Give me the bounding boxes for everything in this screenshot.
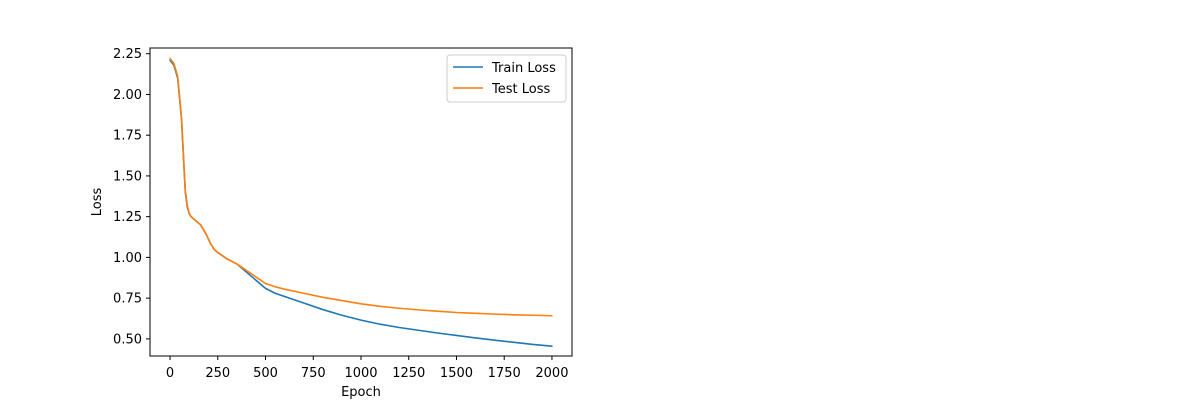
x-tick-label: 500 — [253, 366, 278, 381]
y-tick-label: 2.25 — [113, 47, 142, 62]
y-tick-label: 0.75 — [113, 292, 142, 307]
y-tick-label: 1.25 — [113, 210, 142, 225]
y-tick-label: 0.50 — [113, 332, 142, 347]
y-axis-label: Loss — [90, 188, 105, 217]
series-line-test-loss — [169, 57, 553, 317]
y-tick-label: 1.75 — [113, 129, 142, 144]
x-tick-label: 1250 — [392, 366, 425, 381]
x-tick-label: 0 — [166, 366, 174, 381]
x-axis: 0 250 500 750 1000 1250 1500 1750 2000 — [166, 356, 568, 381]
legend-label-train-loss: Train Loss — [491, 61, 556, 76]
x-axis-label: Epoch — [341, 385, 381, 400]
x-tick-label: 2000 — [535, 366, 568, 381]
x-tick-label: 250 — [205, 366, 230, 381]
x-tick-label: 1000 — [344, 366, 377, 381]
series-layer — [169, 57, 553, 348]
legend-label-test-loss: Test Loss — [491, 82, 550, 97]
x-tick-label: 1750 — [488, 366, 521, 381]
y-axis: 0.50 0.75 1.00 1.25 1.50 1.75 2.00 2.25 — [113, 47, 150, 347]
x-tick-label: 1500 — [440, 366, 473, 381]
y-tick-label: 1.50 — [113, 169, 142, 184]
legend: Train Loss Test Loss — [446, 54, 567, 103]
y-tick-label: 2.00 — [113, 88, 142, 103]
y-tick-label: 1.00 — [113, 251, 142, 266]
x-tick-label: 750 — [301, 366, 326, 381]
